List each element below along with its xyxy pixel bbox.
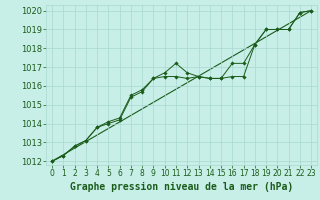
X-axis label: Graphe pression niveau de la mer (hPa): Graphe pression niveau de la mer (hPa) bbox=[70, 182, 293, 192]
